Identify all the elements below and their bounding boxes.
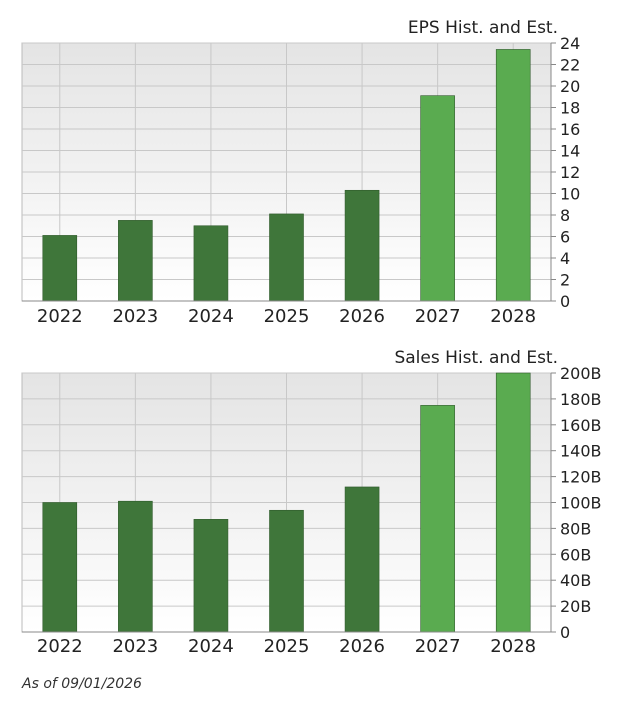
eps-bar-2028-estimate bbox=[495, 49, 531, 302]
eps-category-label: 2027 bbox=[415, 306, 461, 327]
eps-category-label: 2024 bbox=[188, 306, 234, 327]
eps-y-tick-label: 2 bbox=[560, 271, 570, 290]
sales-bar-2022 bbox=[42, 502, 78, 633]
as-of-date: As of 09/01/2026 bbox=[22, 676, 142, 692]
eps-y-tick-label: 10 bbox=[560, 185, 580, 204]
eps-bar-2027-estimate bbox=[420, 95, 455, 302]
sales-y-tick-label: 0 bbox=[560, 623, 570, 642]
sales-bar-2028-estimate bbox=[495, 372, 531, 633]
eps-bar-2024 bbox=[193, 225, 229, 302]
sales-y-tick-label: 160B bbox=[560, 416, 602, 435]
eps-bar-2026 bbox=[344, 189, 380, 302]
sales-chart-title: Sales Hist. and Est. bbox=[394, 348, 558, 368]
sales-chart: Sales Hist. and Est. 0 20B 40B 60B 80B 100B 120… bbox=[21, 348, 602, 657]
eps-chart-title: EPS Hist. and Est. bbox=[408, 18, 558, 38]
eps-y-tick-label: 16 bbox=[560, 120, 580, 139]
sales-category-label: 2023 bbox=[112, 636, 158, 657]
eps-bar-2025 bbox=[269, 213, 304, 302]
eps-y-tick-label: 6 bbox=[560, 228, 570, 247]
sales-y-tick-label: 140B bbox=[560, 442, 602, 461]
sales-y-tick-label: 80B bbox=[560, 519, 591, 538]
sales-category-label: 2027 bbox=[415, 636, 461, 657]
eps-y-tick-label: 24 bbox=[560, 34, 580, 53]
sales-bar-2023 bbox=[118, 500, 153, 633]
eps-y-tick-label: 8 bbox=[560, 206, 570, 225]
eps-bar-2023 bbox=[118, 220, 153, 302]
sales-bar-2025 bbox=[269, 509, 304, 633]
sales-category-label: 2028 bbox=[490, 636, 536, 657]
eps-y-tick-label: 22 bbox=[560, 56, 580, 75]
sales-y-tick-label: 180B bbox=[560, 390, 602, 409]
eps-chart: EPS Hist. and Est.0246810121416182022242… bbox=[21, 18, 580, 327]
eps-category-label: 2028 bbox=[490, 306, 536, 327]
sales-y-tick-label: 40B bbox=[560, 571, 591, 590]
eps-category-label: 2025 bbox=[264, 306, 310, 327]
eps-y-tick-label: 20 bbox=[560, 77, 580, 96]
sales-y-tick-label: 200B bbox=[560, 364, 602, 383]
sales-y-tick-label: 100B bbox=[560, 494, 602, 513]
sales-category-label: 2026 bbox=[339, 636, 385, 657]
sales-bar-2024 bbox=[193, 519, 229, 633]
eps-category-label: 2026 bbox=[339, 306, 385, 327]
eps-y-tick-label: 0 bbox=[560, 292, 570, 311]
eps-y-tick-label: 12 bbox=[560, 163, 580, 182]
eps-y-tick-label: 18 bbox=[560, 99, 580, 118]
eps-category-label: 2023 bbox=[112, 306, 158, 327]
sales-y-tick-label: 120B bbox=[560, 468, 602, 487]
sales-y-tick-label: 60B bbox=[560, 545, 591, 564]
sales-bar-2026 bbox=[344, 486, 380, 633]
sales-category-label: 2024 bbox=[188, 636, 234, 657]
sales-bar-2027-estimate bbox=[420, 405, 455, 633]
eps-bar-2022 bbox=[42, 235, 78, 302]
sales-category-label: 2022 bbox=[37, 636, 83, 657]
eps-y-tick-label: 14 bbox=[560, 142, 580, 161]
eps-category-label: 2022 bbox=[37, 306, 83, 327]
eps-y-tick-label: 4 bbox=[560, 249, 570, 268]
sales-category-label: 2025 bbox=[264, 636, 310, 657]
sales-y-tick-label: 20B bbox=[560, 597, 591, 616]
